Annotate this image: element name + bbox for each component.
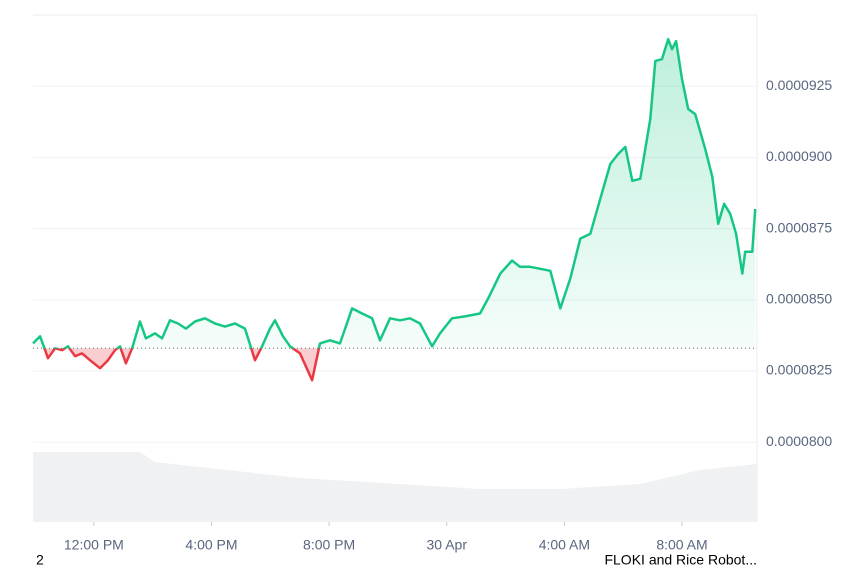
y-tick-label: 0.0000900	[766, 148, 832, 164]
x-tick-label: 8:00 AM	[656, 537, 707, 553]
y-tick-label: 0.0000825	[766, 362, 832, 378]
y-tick-label: 0.0000800	[766, 433, 832, 449]
area	[33, 39, 756, 381]
x-tick-label: 30 Apr	[427, 537, 468, 553]
footer-left: 2	[36, 552, 44, 567]
x-tick-label: 12:00 PM	[64, 537, 124, 553]
x-tick-label: 4:00 PM	[185, 537, 237, 553]
y-tick-label: 0.0000875	[766, 219, 832, 235]
x-tick-label: 4:00 AM	[539, 537, 590, 553]
price-line	[32, 37, 757, 382]
y-tick-label: 0.0000925	[766, 77, 832, 93]
y-tick-label: 0.0000850	[766, 291, 832, 307]
volume	[33, 452, 757, 522]
x-tick-label: 8:00 PM	[303, 537, 355, 553]
footer-right: FLOKI and Rice Robot...	[604, 552, 757, 567]
